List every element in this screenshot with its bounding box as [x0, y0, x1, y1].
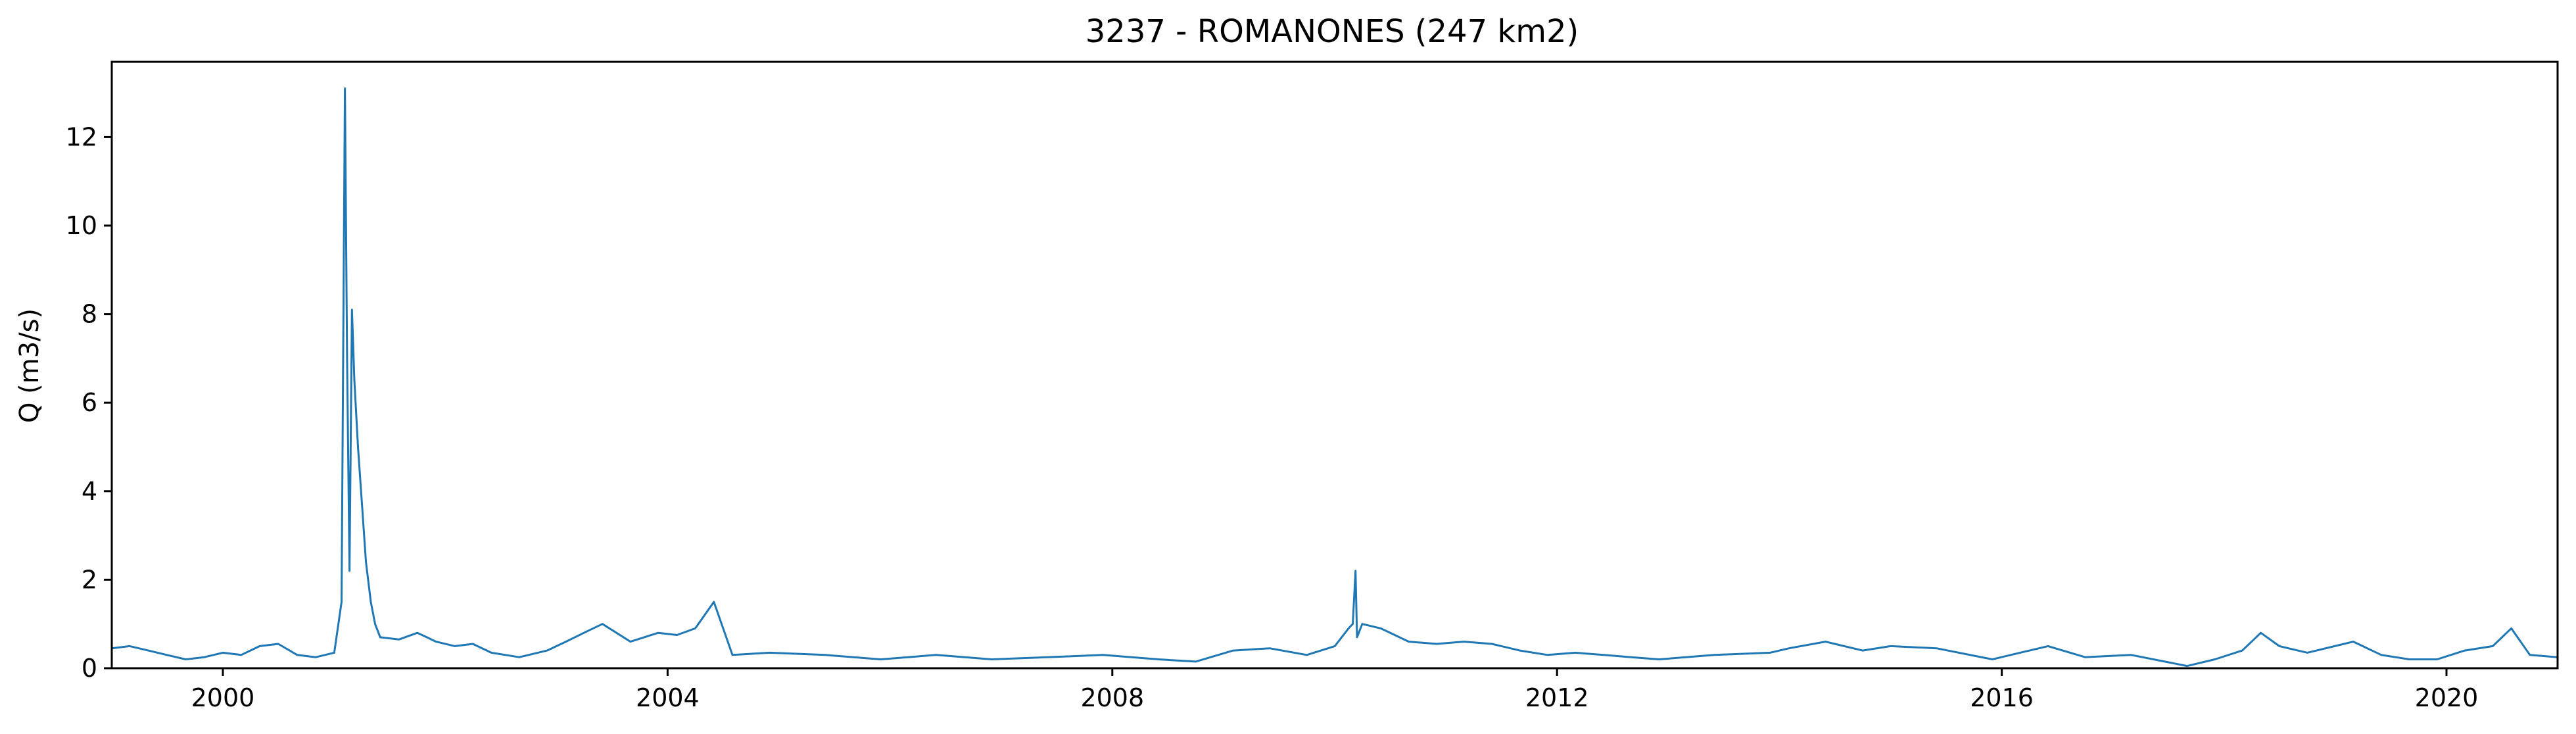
y-tick-label: 0 — [82, 654, 97, 683]
y-tick-label: 8 — [82, 300, 97, 329]
x-tick-label: 2004 — [636, 683, 700, 712]
discharge-series-line — [111, 87, 2558, 668]
chart-title: 3237 - ROMANONES (247 km2) — [1085, 13, 1579, 50]
y-tick-label: 10 — [66, 211, 97, 240]
y-tick-label: 4 — [82, 477, 97, 506]
plot-frame — [110, 61, 2559, 670]
x-tick-label: 2012 — [1525, 683, 1589, 712]
y-axis-ticks: 0 2 4 6 8 10 12 — [66, 122, 112, 683]
y-tick-label: 2 — [82, 565, 97, 594]
y-tick-label: 6 — [82, 388, 97, 417]
y-tick-label: 12 — [66, 122, 97, 151]
x-tick-label: 2020 — [2415, 683, 2479, 712]
x-axis-ticks: 2000 2004 2008 2012 2016 2020 — [191, 668, 2479, 712]
y-axis-label: Q (m3/s) — [14, 308, 45, 423]
x-tick-label: 2016 — [1970, 683, 2034, 712]
x-tick-label: 2008 — [1080, 683, 1144, 712]
x-tick-label: 2000 — [191, 683, 255, 712]
